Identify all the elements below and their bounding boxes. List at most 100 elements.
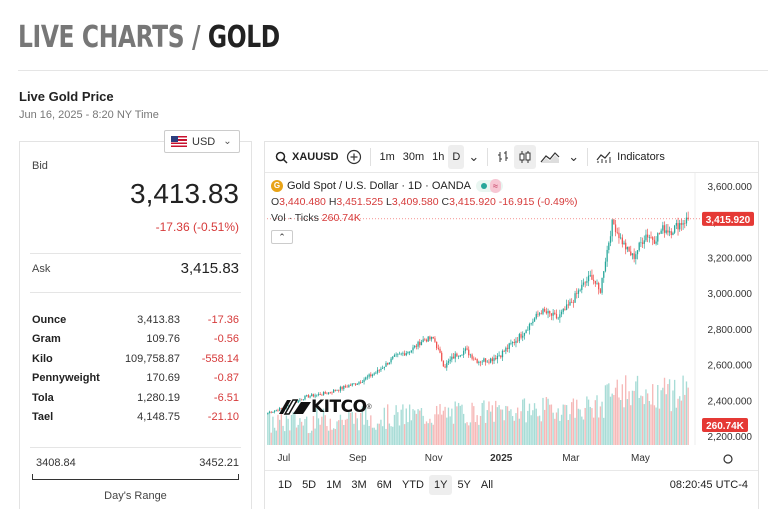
candle-body — [373, 373, 375, 375]
interval-d[interactable]: D — [448, 145, 465, 169]
candle-body — [581, 284, 583, 290]
candle-body — [614, 224, 617, 233]
y-tick-label: 2,800.000 — [708, 325, 753, 336]
volume-bar — [277, 414, 279, 445]
candle-body — [662, 225, 664, 231]
candle-body — [648, 237, 650, 238]
candle-body — [488, 361, 490, 363]
candle-body — [528, 324, 531, 331]
volume-bar — [314, 428, 316, 445]
unit-change: -21.10 — [207, 411, 239, 424]
volume-bar — [290, 415, 293, 445]
volume-bar — [481, 402, 483, 445]
candle-body — [503, 350, 505, 352]
volume-bar — [339, 414, 342, 445]
candle-body — [638, 242, 640, 251]
candle-body — [643, 240, 645, 244]
volume-bar — [581, 416, 583, 445]
candle-body — [299, 399, 301, 401]
currency-select[interactable]: USD ⌄ — [164, 130, 240, 153]
candle-body — [312, 394, 315, 397]
indicators-button[interactable]: Indicators — [592, 145, 669, 169]
range-all[interactable]: All — [480, 479, 494, 491]
interval-dropdown-chevron-icon[interactable]: ⌄ — [468, 149, 480, 164]
volume-bar — [420, 408, 423, 445]
candle-body — [441, 352, 443, 361]
collapse-legend-button[interactable]: ⌃ — [271, 230, 293, 244]
volume-bar — [540, 421, 542, 445]
range-1d[interactable]: 1D — [278, 479, 293, 491]
candle-body — [584, 282, 586, 284]
volume-bar — [468, 425, 470, 445]
interval-1m[interactable]: 1m — [379, 151, 395, 163]
range-ytd[interactable]: YTD — [401, 479, 424, 491]
interval-30m[interactable]: 30m — [402, 151, 425, 163]
volume-bar — [297, 424, 299, 445]
candle-body — [469, 354, 472, 356]
volume-bar — [505, 405, 507, 445]
candle-body — [619, 237, 622, 239]
volume-bar — [604, 385, 607, 445]
candle-body — [360, 382, 362, 383]
volume-bar — [687, 387, 689, 445]
price-chart[interactable]: 3,600.0003,400.0003,200.0003,000.0002,80… — [265, 173, 758, 469]
range-6m[interactable]: 6M — [376, 479, 392, 491]
volume-bar — [338, 420, 340, 445]
unit-price-table: Ounce 3,413.83 -17.36 Gram 109.76 -0.56 … — [32, 310, 239, 427]
market-status-badge[interactable]: ≈ — [476, 179, 503, 193]
volume-bar — [356, 418, 358, 445]
range-5y[interactable]: 5Y — [457, 479, 471, 491]
candle-body — [599, 289, 602, 293]
page-title-metal: GOLD — [207, 20, 280, 55]
volume-bar — [427, 423, 429, 445]
candle-body — [496, 355, 499, 360]
volume-bar — [653, 405, 656, 445]
range-1y[interactable]: 1Y — [428, 475, 453, 495]
area-style-button[interactable] — [536, 145, 564, 169]
volume-bar — [677, 398, 679, 445]
candle-body — [520, 334, 522, 338]
candle-body — [667, 230, 669, 233]
bar-style-button[interactable] — [492, 145, 514, 169]
candlestick-icon — [519, 151, 531, 163]
candles-style-button[interactable] — [514, 145, 537, 169]
candle-body — [635, 254, 637, 259]
chart-type-chevron-icon[interactable]: ⌄ — [568, 149, 580, 164]
range-5d[interactable]: 5D — [302, 479, 317, 491]
volume-bar — [360, 413, 362, 445]
divider — [30, 447, 241, 448]
volume-bar — [530, 415, 532, 445]
interval-1h[interactable]: 1h — [432, 151, 445, 163]
page-title-slash: / — [184, 20, 208, 55]
volume-bar — [402, 404, 404, 445]
volume-bar — [441, 414, 443, 445]
volume-bar — [459, 405, 461, 445]
volume-bar — [628, 391, 630, 445]
volume-bar — [635, 381, 637, 445]
range-1m[interactable]: 1M — [326, 479, 342, 491]
volume-bar — [329, 418, 331, 445]
volume-bar — [365, 407, 367, 445]
volume-bar — [327, 430, 330, 445]
settings-gear-icon[interactable] — [723, 454, 733, 464]
volume-bar — [673, 379, 676, 445]
plus-circle-icon — [347, 149, 362, 165]
candle-body — [685, 217, 688, 224]
y-tick-label: 2,600.000 — [708, 361, 753, 372]
candle-body — [348, 385, 350, 388]
candle-body — [407, 352, 409, 354]
volume-bar — [299, 418, 301, 445]
volume-bar — [284, 431, 286, 445]
candle-body — [405, 353, 407, 356]
candle-body — [592, 279, 595, 281]
volume-bar — [451, 408, 453, 445]
candle-body — [316, 394, 318, 396]
legend-title: Gold Spot / U.S. Dollar · 1D · OANDA — [287, 180, 471, 192]
symbol-search-button[interactable]: XAUUSD — [271, 145, 342, 169]
compare-button[interactable] — [342, 145, 366, 169]
candle-body — [658, 233, 661, 234]
range-3m[interactable]: 3M — [351, 479, 367, 491]
volume-bar — [341, 419, 343, 445]
candle-body — [574, 293, 576, 303]
volume-bar — [435, 405, 438, 445]
